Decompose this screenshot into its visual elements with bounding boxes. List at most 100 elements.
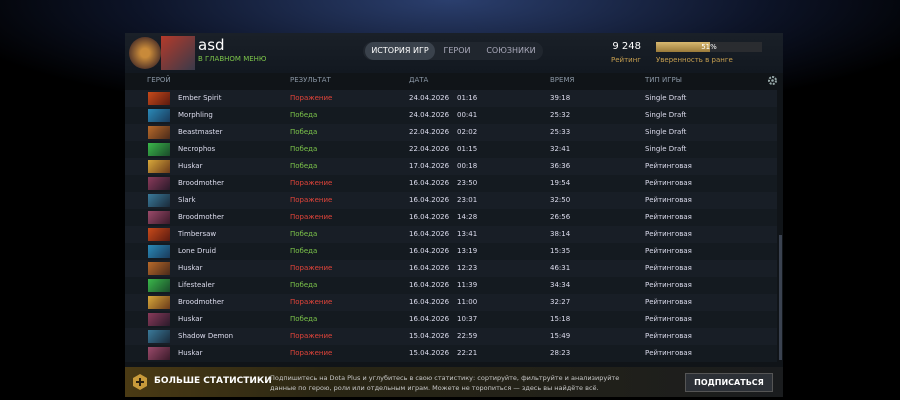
date: 16.04.2026 [409, 196, 450, 204]
game-mode: Single Draft [645, 111, 687, 119]
player-name: asd [198, 36, 225, 54]
match-row[interactable]: Shadow Demon Поражение 15.04.2026 22:59 15:4… [125, 328, 777, 345]
date: 15.04.2026 [409, 332, 450, 340]
game-mode: Рейтинговая [645, 281, 692, 289]
hero-name: Broodmother [178, 298, 225, 306]
result: Победа [290, 111, 318, 119]
duration: 38:14 [550, 230, 571, 238]
game-mode: Рейтинговая [645, 162, 692, 170]
hero-name: Broodmother [178, 213, 225, 221]
match-row[interactable]: Huskar Победа 16.04.2026 10:37 15:18 Рейтинго… [125, 311, 777, 328]
column-header: ДАТА [409, 76, 429, 84]
confidence-fill [656, 42, 711, 52]
plus-icon [133, 374, 147, 390]
tab[interactable]: СОЮЗНИКИ [486, 46, 536, 55]
tab[interactable]: ГЕРОИ [443, 46, 471, 55]
duration: 32:41 [550, 145, 571, 153]
confidence-bar: 51% [656, 42, 762, 52]
start-time: 00:18 [457, 162, 478, 170]
start-time: 01:15 [457, 145, 478, 153]
duration: 19:54 [550, 179, 571, 187]
result: Поражение [290, 349, 333, 357]
start-time: 01:16 [457, 94, 478, 102]
column-headers: ГЕРОЙ РЕЗУЛЬТАТ ДАТА ВРЕМЯ ТИП ИГРЫ [125, 73, 783, 89]
match-row[interactable]: Lone Druid Победа 16.04.2026 13:19 15:35 Рейт… [125, 243, 777, 260]
hero-icon [148, 228, 170, 241]
result: Поражение [290, 179, 333, 187]
start-time: 14:28 [457, 213, 478, 221]
scrollbar [779, 235, 782, 360]
column-header: РЕЗУЛЬТАТ [290, 76, 331, 84]
duration: 25:32 [550, 111, 571, 119]
duration: 15:49 [550, 332, 571, 340]
match-row[interactable]: Huskar Победа 17.04.2026 00:18 36:36 Рейтинго… [125, 158, 777, 175]
subscribe-button[interactable]: ПОДПИСАТЬСЯ [685, 373, 773, 392]
result: Поражение [290, 332, 333, 340]
column-header: ТИП ИГРЫ [645, 76, 682, 84]
game-mode: Рейтинговая [645, 332, 692, 340]
result: Победа [290, 281, 318, 289]
avatar [161, 36, 195, 70]
start-time: 13:41 [457, 230, 478, 238]
hero-icon [148, 177, 170, 190]
hero-icon [148, 92, 170, 105]
start-time: 13:19 [457, 247, 478, 255]
match-row[interactable]: Timbersaw Победа 16.04.2026 13:41 38:14 Рейти… [125, 226, 777, 243]
profile-header: asd В ГЛАВНОМ МЕНЮ ИСТОРИЯ ИГР ГЕРОИ СОЮ… [125, 33, 783, 73]
result: Поражение [290, 213, 333, 221]
start-time: 11:00 [457, 298, 478, 306]
date: 16.04.2026 [409, 230, 450, 238]
match-row[interactable]: Huskar Поражение 16.04.2026 12:23 46:31 Рейти… [125, 260, 777, 277]
game-mode: Single Draft [645, 128, 687, 136]
match-row[interactable]: Ember Spirit Поражение 24.04.2026 01:16 39:1… [125, 90, 777, 107]
date: 16.04.2026 [409, 298, 450, 306]
dota-plus-banner: БОЛЬШЕ СТАТИСТИКИ Подпишитесь на Dota Pl… [125, 367, 783, 397]
date: 16.04.2026 [409, 281, 450, 289]
match-row[interactable]: Broodmother Поражение 16.04.2026 23:50 19:54… [125, 175, 777, 192]
start-time: 12:23 [457, 264, 478, 272]
settings-icon[interactable] [767, 75, 778, 86]
game-mode: Рейтинговая [645, 247, 692, 255]
hero-icon [148, 245, 170, 258]
banner-text: Подпишитесь на Dota Plus и углубитесь в … [270, 374, 620, 392]
match-row[interactable]: Lifestealer Победа 16.04.2026 11:39 34:34 Рей… [125, 277, 777, 294]
match-row[interactable]: Beastmaster Победа 22.04.2026 02:02 25:33 Sin… [125, 124, 777, 141]
match-row[interactable]: Slark Поражение 16.04.2026 23:01 32:50 Рейтин… [125, 192, 777, 209]
date: 17.04.2026 [409, 162, 450, 170]
hero-icon [148, 194, 170, 207]
date: 24.04.2026 [409, 94, 450, 102]
start-time: 10:37 [457, 315, 478, 323]
match-row[interactable]: Morphling Победа 24.04.2026 00:41 25:32 Singl… [125, 107, 777, 124]
tab[interactable]: ИСТОРИЯ ИГР [365, 42, 435, 60]
date: 16.04.2026 [409, 247, 450, 255]
match-rows: Ember Spirit Поражение 24.04.2026 01:16 39:1… [125, 90, 783, 367]
match-row[interactable]: Necrophos Победа 22.04.2026 01:15 32:41 Singl… [125, 141, 777, 158]
rating: 9 248 [612, 41, 641, 52]
match-history-panel: asd В ГЛАВНОМ МЕНЮ ИСТОРИЯ ИГР ГЕРОИ СОЮ… [125, 33, 783, 367]
hero-name: Necrophos [178, 145, 216, 153]
match-row[interactable]: Broodmother Поражение 16.04.2026 11:00 32:27… [125, 294, 777, 311]
hero-icon [148, 330, 170, 343]
hero-name: Timbersaw [178, 230, 217, 238]
date: 22.04.2026 [409, 128, 450, 136]
duration: 36:36 [550, 162, 571, 170]
game-mode: Рейтинговая [645, 196, 692, 204]
start-time: 22:21 [457, 349, 478, 357]
player-status: В ГЛАВНОМ МЕНЮ [198, 55, 267, 63]
column-header: ГЕРОЙ [147, 76, 171, 84]
date: 15.04.2026 [409, 349, 450, 357]
hero-name: Beastmaster [178, 128, 223, 136]
start-time: 00:41 [457, 111, 478, 119]
match-row[interactable]: Broodmother Поражение 16.04.2026 14:28 26:56… [125, 209, 777, 226]
match-row[interactable]: Huskar Поражение 15.04.2026 22:21 28:23 Рейти… [125, 345, 777, 362]
hero-name: Shadow Demon [178, 332, 234, 340]
start-time: 02:02 [457, 128, 478, 136]
game-mode: Рейтинговая [645, 264, 692, 272]
duration: 28:23 [550, 349, 571, 357]
hero-name: Huskar [178, 264, 203, 272]
result: Победа [290, 145, 318, 153]
hero-icon [148, 262, 170, 275]
hero-icon [148, 347, 170, 360]
hero-name: Ember Spirit [178, 94, 222, 102]
hero-name: Slark [178, 196, 196, 204]
